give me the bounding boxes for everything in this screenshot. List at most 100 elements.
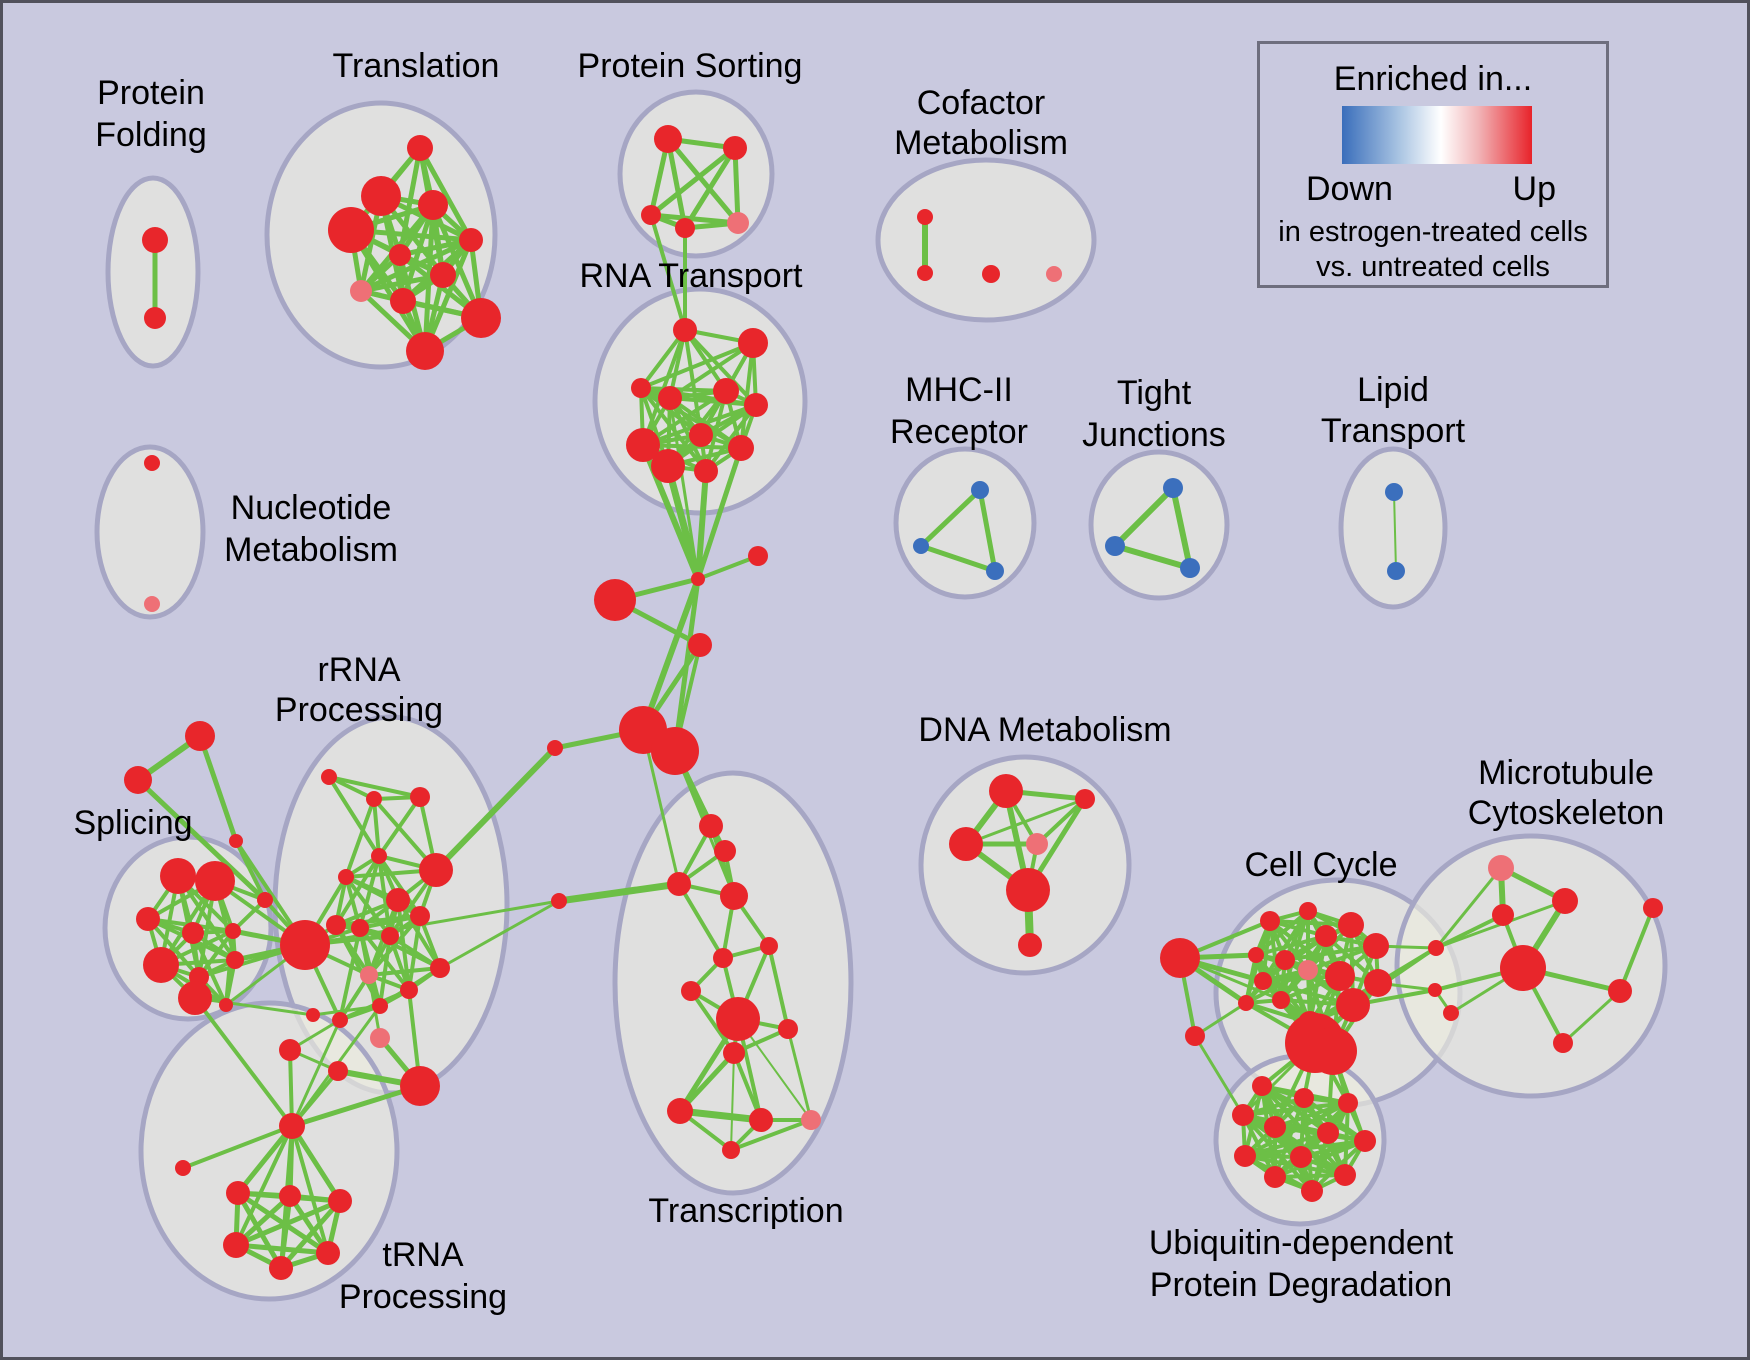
gene-set-node-cc7[interactable] <box>1363 933 1389 959</box>
gene-set-node-x13[interactable] <box>801 1110 821 1130</box>
gene-set-node-t9[interactable] <box>390 288 416 314</box>
gene-set-node-t1[interactable] <box>407 135 433 161</box>
gene-set-node-lp2[interactable] <box>1387 562 1405 580</box>
gene-set-node-d1[interactable] <box>989 774 1023 808</box>
gene-set-node-cc4[interactable] <box>1248 947 1264 963</box>
gene-set-node-d4[interactable] <box>1026 833 1048 855</box>
gene-set-node-u8[interactable] <box>1234 1145 1256 1167</box>
gene-set-node-pf1[interactable] <box>142 227 168 253</box>
gene-set-node-cc1[interactable] <box>1260 911 1280 931</box>
gene-set-node-t7[interactable] <box>430 262 456 288</box>
gene-set-node-x3[interactable] <box>667 872 691 896</box>
gene-set-node-t6[interactable] <box>389 244 411 266</box>
gene-set-node-s5[interactable] <box>225 923 241 939</box>
gene-set-node-ps3[interactable] <box>641 205 661 225</box>
gene-set-node-u11[interactable] <box>1334 1164 1356 1186</box>
gene-set-node-c17[interactable] <box>328 1061 348 1081</box>
gene-set-node-tj2[interactable] <box>1105 536 1125 556</box>
gene-set-node-r6[interactable] <box>744 393 768 417</box>
gene-set-node-d6[interactable] <box>1018 933 1042 957</box>
gene-set-node-mt6[interactable] <box>1643 898 1663 918</box>
gene-set-node-u7[interactable] <box>1354 1130 1376 1152</box>
gene-set-node-d3[interactable] <box>949 827 983 861</box>
gene-set-node-x12[interactable] <box>749 1108 773 1132</box>
gene-set-node-rr12[interactable] <box>280 920 330 970</box>
gene-set-node-mt8[interactable] <box>1443 1005 1459 1021</box>
gene-set-node-rr3[interactable] <box>410 787 430 807</box>
gene-set-node-x2[interactable] <box>714 840 736 862</box>
gene-set-node-t3[interactable] <box>418 190 448 220</box>
gene-set-node-rr11[interactable] <box>381 927 399 945</box>
gene-set-node-u10[interactable] <box>1264 1166 1286 1188</box>
gene-set-node-x4[interactable] <box>720 882 748 910</box>
gene-set-node-u4[interactable] <box>1232 1104 1254 1126</box>
gene-set-node-cc14[interactable] <box>1336 988 1370 1022</box>
gene-set-node-tr1[interactable] <box>279 1113 305 1139</box>
gene-set-node-tr3[interactable] <box>279 1185 301 1207</box>
gene-set-node-c14[interactable] <box>178 981 212 1015</box>
gene-set-node-n1[interactable] <box>144 455 160 471</box>
gene-set-node-c8[interactable] <box>547 740 563 756</box>
gene-set-node-c13[interactable] <box>175 1160 191 1176</box>
gene-set-node-mt3[interactable] <box>1492 904 1514 926</box>
gene-set-node-r1[interactable] <box>673 318 697 342</box>
gene-set-node-s1[interactable] <box>160 858 196 894</box>
gene-set-node-mt5[interactable] <box>1608 979 1632 1003</box>
gene-set-node-m3[interactable] <box>986 562 1004 580</box>
gene-set-node-rr10[interactable] <box>351 919 369 937</box>
gene-set-node-u6[interactable] <box>1317 1122 1339 1144</box>
gene-set-node-cc8[interactable] <box>1298 960 1318 980</box>
gene-set-node-cc12[interactable] <box>1238 995 1254 1011</box>
gene-set-node-cc10[interactable] <box>1325 961 1355 991</box>
gene-set-node-cf4[interactable] <box>1046 266 1062 282</box>
gene-set-node-r5[interactable] <box>713 378 739 404</box>
gene-set-node-u3[interactable] <box>1338 1093 1358 1113</box>
gene-set-node-pf2[interactable] <box>144 307 166 329</box>
gene-set-node-c12[interactable] <box>257 892 273 908</box>
gene-set-node-ps2[interactable] <box>723 136 747 160</box>
gene-set-node-t2[interactable] <box>361 176 401 216</box>
gene-set-node-u5[interactable] <box>1264 1116 1286 1138</box>
gene-set-node-r2[interactable] <box>738 328 768 358</box>
gene-set-node-c19[interactable] <box>400 1066 440 1106</box>
gene-set-node-tj3[interactable] <box>1180 558 1200 578</box>
gene-set-node-s3[interactable] <box>136 907 160 931</box>
gene-set-node-mt1[interactable] <box>1488 855 1514 881</box>
gene-set-node-mt2[interactable] <box>1552 888 1578 914</box>
gene-set-node-c24[interactable] <box>1428 983 1442 997</box>
gene-set-node-cc2[interactable] <box>1299 902 1317 920</box>
gene-set-node-rr2[interactable] <box>366 791 382 807</box>
gene-set-node-u1[interactable] <box>1252 1076 1272 1096</box>
gene-set-node-cf3[interactable] <box>982 265 1000 283</box>
gene-set-node-t10[interactable] <box>461 298 501 338</box>
gene-set-node-m2[interactable] <box>913 538 929 554</box>
gene-set-node-rr9[interactable] <box>326 915 346 935</box>
gene-set-node-x9[interactable] <box>723 1042 745 1064</box>
gene-set-node-r4[interactable] <box>658 386 682 410</box>
gene-set-node-c11[interactable] <box>229 834 243 848</box>
gene-set-node-rr7[interactable] <box>386 888 410 912</box>
gene-set-node-tr4[interactable] <box>328 1189 352 1213</box>
gene-set-node-c10[interactable] <box>124 766 152 794</box>
gene-set-node-cc6[interactable] <box>1315 925 1337 947</box>
gene-set-node-n2[interactable] <box>144 596 160 612</box>
gene-set-node-tr7[interactable] <box>269 1256 293 1280</box>
gene-set-node-u2[interactable] <box>1294 1088 1314 1108</box>
gene-set-node-s6[interactable] <box>143 947 179 983</box>
gene-set-node-c22[interactable] <box>551 893 567 909</box>
gene-set-node-rr6[interactable] <box>338 869 354 885</box>
gene-set-node-r8[interactable] <box>689 423 713 447</box>
gene-set-node-rr16[interactable] <box>372 998 388 1014</box>
gene-set-node-rr5[interactable] <box>419 853 453 887</box>
gene-set-node-rr4[interactable] <box>371 848 387 864</box>
gene-set-node-t5[interactable] <box>459 228 483 252</box>
gene-set-node-cf2[interactable] <box>917 265 933 281</box>
gene-set-node-ps5[interactable] <box>727 212 749 234</box>
gene-set-node-cc5[interactable] <box>1275 950 1295 970</box>
gene-set-node-c23[interactable] <box>1428 940 1444 956</box>
gene-set-node-c5[interactable] <box>688 633 712 657</box>
gene-set-node-c9[interactable] <box>185 721 215 751</box>
gene-set-node-s4[interactable] <box>182 922 204 944</box>
gene-set-node-tr5[interactable] <box>223 1232 249 1258</box>
gene-set-node-r10[interactable] <box>651 449 685 483</box>
